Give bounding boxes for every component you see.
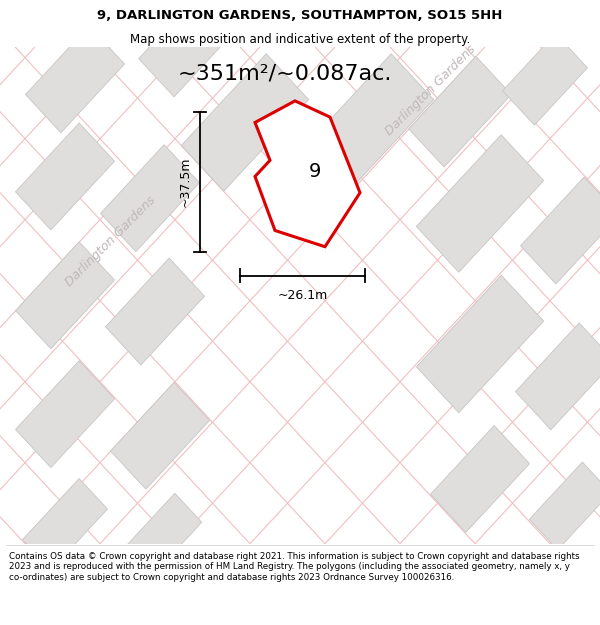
Text: Darlington Gardens: Darlington Gardens (62, 194, 158, 289)
Polygon shape (431, 426, 529, 532)
Polygon shape (503, 34, 587, 125)
Polygon shape (118, 493, 202, 583)
Polygon shape (416, 275, 544, 412)
Polygon shape (23, 479, 107, 570)
Text: ~37.5m: ~37.5m (179, 157, 192, 207)
Polygon shape (416, 135, 544, 272)
Text: ~351m²/~0.087ac.: ~351m²/~0.087ac. (178, 64, 392, 84)
Text: Map shows position and indicative extent of the property.: Map shows position and indicative extent… (130, 32, 470, 46)
Text: ~26.1m: ~26.1m (277, 289, 328, 302)
Polygon shape (255, 101, 360, 247)
Polygon shape (110, 382, 209, 489)
Text: 9: 9 (309, 162, 321, 181)
Polygon shape (521, 177, 600, 284)
Text: Darlington Gardens: Darlington Gardens (382, 42, 478, 138)
Polygon shape (307, 54, 434, 191)
Polygon shape (101, 144, 199, 252)
Polygon shape (529, 462, 600, 550)
Text: 9, DARLINGTON GARDENS, SOUTHAMPTON, SO15 5HH: 9, DARLINGTON GARDENS, SOUTHAMPTON, SO15… (97, 9, 503, 22)
Polygon shape (16, 123, 115, 230)
Polygon shape (106, 258, 205, 365)
Polygon shape (26, 26, 124, 132)
Polygon shape (16, 242, 115, 349)
Text: Contains OS data © Crown copyright and database right 2021. This information is : Contains OS data © Crown copyright and d… (9, 552, 580, 582)
Polygon shape (515, 323, 600, 430)
Polygon shape (181, 54, 308, 191)
Polygon shape (409, 56, 511, 167)
Polygon shape (16, 361, 115, 468)
Polygon shape (139, 0, 241, 97)
